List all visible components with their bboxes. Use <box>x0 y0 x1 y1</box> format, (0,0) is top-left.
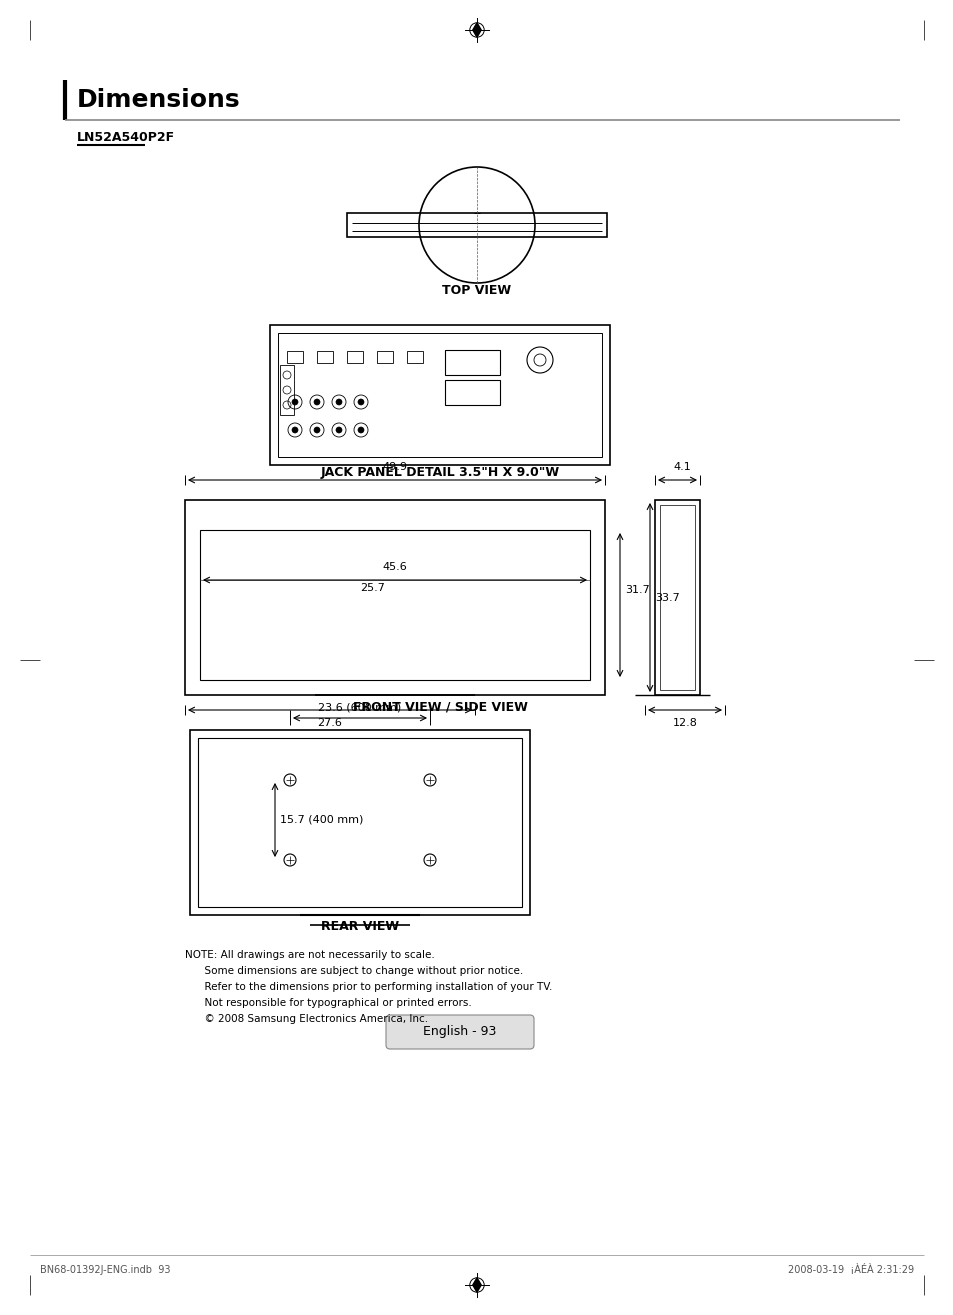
FancyBboxPatch shape <box>386 1015 534 1049</box>
Circle shape <box>314 398 319 405</box>
Bar <box>444 380 499 405</box>
Text: 4.1: 4.1 <box>673 462 691 472</box>
Text: 25.7: 25.7 <box>359 583 385 593</box>
Text: 12.8: 12.8 <box>672 718 697 729</box>
Bar <box>198 738 521 907</box>
Text: BN68-01392J-ENG.indb  93: BN68-01392J-ENG.indb 93 <box>40 1265 171 1276</box>
Bar <box>407 351 422 363</box>
Text: LN52A540P2F: LN52A540P2F <box>77 130 175 143</box>
Text: TOP VIEW: TOP VIEW <box>442 284 511 296</box>
Text: 45.6: 45.6 <box>382 562 407 572</box>
Circle shape <box>357 398 364 405</box>
Bar <box>270 325 609 466</box>
Bar <box>659 505 695 690</box>
Polygon shape <box>473 1278 480 1293</box>
Text: Refer to the dimensions prior to performing installation of your TV.: Refer to the dimensions prior to perform… <box>185 982 552 992</box>
Text: REAR VIEW: REAR VIEW <box>320 920 398 934</box>
Circle shape <box>292 427 297 433</box>
Text: 49.9: 49.9 <box>382 462 407 472</box>
Text: 15.7 (400 mm): 15.7 (400 mm) <box>280 815 363 825</box>
Text: FRONT VIEW / SIDE VIEW: FRONT VIEW / SIDE VIEW <box>353 701 527 714</box>
Bar <box>190 730 530 915</box>
Circle shape <box>357 427 364 433</box>
Text: 33.7: 33.7 <box>655 593 679 604</box>
Bar <box>347 351 363 363</box>
Circle shape <box>314 427 319 433</box>
Circle shape <box>335 427 341 433</box>
Bar <box>347 213 606 237</box>
Bar <box>376 351 393 363</box>
Bar <box>280 366 294 416</box>
Text: 23.6 (600 mm): 23.6 (600 mm) <box>318 702 401 711</box>
Bar <box>200 530 589 680</box>
Bar <box>277 333 601 458</box>
Circle shape <box>292 398 297 405</box>
Bar <box>655 500 700 696</box>
Text: Some dimensions are subject to change without prior notice.: Some dimensions are subject to change wi… <box>185 967 522 976</box>
Text: Dimensions: Dimensions <box>77 88 240 112</box>
Bar <box>287 351 303 363</box>
Bar <box>185 500 604 696</box>
Circle shape <box>335 398 341 405</box>
Text: 27.6: 27.6 <box>317 718 342 729</box>
Text: JACK PANEL DETAIL 3.5"H X 9.0"W: JACK PANEL DETAIL 3.5"H X 9.0"W <box>320 466 559 479</box>
Text: English - 93: English - 93 <box>423 1026 497 1039</box>
Polygon shape <box>473 22 480 37</box>
Bar <box>316 351 333 363</box>
Text: NOTE: All drawings are not necessarily to scale.: NOTE: All drawings are not necessarily t… <box>185 949 435 960</box>
Text: Not responsible for typographical or printed errors.: Not responsible for typographical or pri… <box>185 998 471 1009</box>
Text: 31.7: 31.7 <box>624 585 649 594</box>
Text: © 2008 Samsung Electronics America, Inc.: © 2008 Samsung Electronics America, Inc. <box>185 1014 428 1024</box>
Bar <box>444 350 499 375</box>
Text: 2008-03-19  ¡ÀÉÀ 2:31:29: 2008-03-19 ¡ÀÉÀ 2:31:29 <box>787 1265 913 1276</box>
